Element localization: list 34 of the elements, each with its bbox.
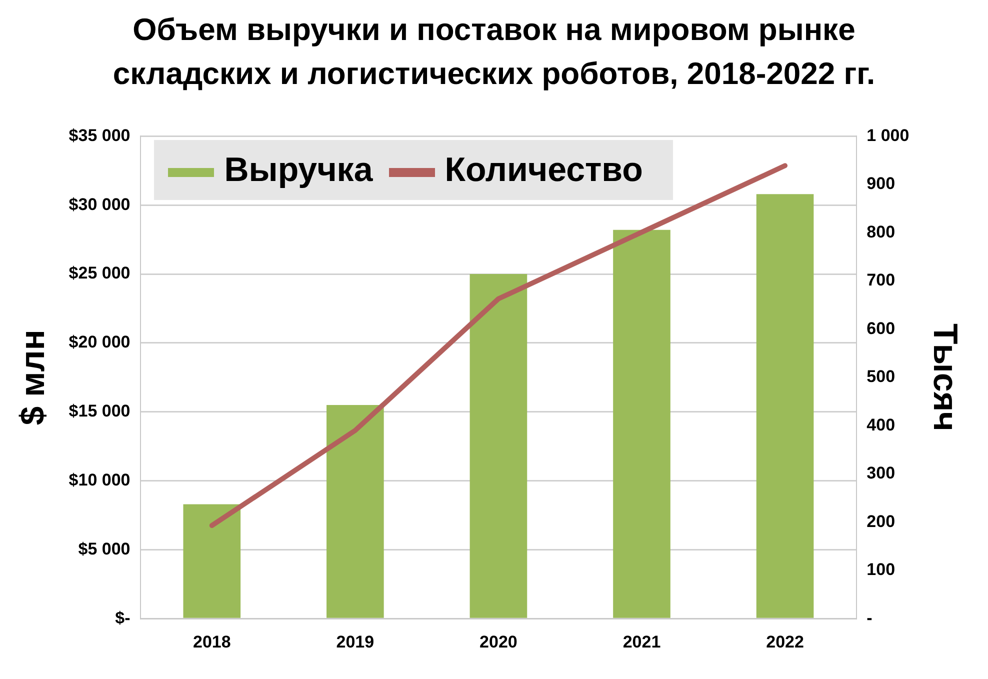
y2-tick-label: 1 000	[866, 126, 910, 145]
y-tick-label: $25 000	[68, 264, 130, 283]
x-tick-label: 2018	[192, 632, 231, 652]
y2-tick-label: 700	[866, 270, 896, 290]
y-tick-label: $-	[115, 608, 130, 628]
y-tick-label: $20 000	[68, 332, 130, 352]
y-tick-label: $35 000	[68, 126, 130, 145]
bar	[613, 230, 670, 618]
y2-tick-label: 100	[866, 560, 896, 580]
bar	[183, 504, 241, 618]
y2-tick-label: 300	[866, 464, 896, 483]
bar	[756, 194, 814, 618]
legend-label: Выручка	[224, 151, 373, 190]
legend-label: Количество	[444, 151, 643, 190]
y2-tick-label: 800	[866, 222, 896, 242]
y-tick-label: $10 000	[68, 470, 130, 490]
x-tick-label: 2019	[336, 632, 374, 652]
bar	[326, 404, 384, 618]
y2-tick-label: 500	[866, 367, 896, 386]
x-tick-label: 2022	[766, 632, 804, 652]
chart-title: Объем выручки и поставок на мировом рынке складских и логистических роботов, 2018-2022 гг.	[112, 11, 876, 93]
y-tick-label: $15 000	[68, 402, 130, 421]
y2-tick-label: 200	[866, 512, 896, 531]
y-tick-label: $5 000	[78, 539, 130, 558]
y2-tick-label: 600	[866, 318, 896, 338]
y2-tick-label: -	[866, 608, 872, 628]
y2-tick-label: 400	[866, 415, 896, 434]
x-tick-label: 2020	[480, 632, 518, 652]
x-tick-label: 2021	[622, 632, 661, 652]
bar	[470, 274, 528, 618]
y2-axis-title: Тысяч	[926, 323, 964, 432]
y-tick-label: $30 000	[68, 194, 130, 214]
y-axis-title: $ млн	[14, 330, 52, 426]
y2-tick-label: 900	[866, 174, 896, 194]
